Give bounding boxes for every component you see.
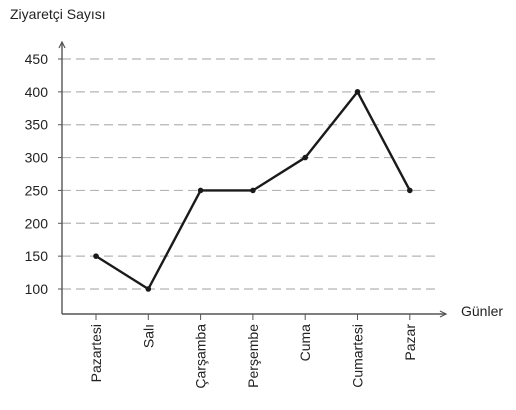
- xtick-label-6: Pazar: [402, 324, 418, 361]
- ytick-label-200: 200: [25, 215, 49, 231]
- data-point-0: [93, 253, 99, 259]
- data-point-5: [354, 89, 361, 95]
- data-point-1: [145, 286, 152, 292]
- xtick-label-4: Cuma: [297, 324, 313, 362]
- data-point-6: [407, 187, 413, 194]
- x-tick-labels: Pazartesi Salı Çarşamba Perşembe Cuma Cumarte…: [88, 314, 418, 389]
- ytick-label-150: 150: [25, 248, 49, 264]
- data-point-3: [250, 187, 256, 194]
- data-point-4: [302, 154, 309, 161]
- ytick-label-450: 450: [25, 51, 49, 67]
- ytick-label-300: 300: [25, 150, 49, 166]
- xtick-label-5: Cumartesi: [350, 324, 366, 388]
- ytick-label-400: 400: [25, 84, 49, 100]
- y-tick-labels: 100 150 200 250 300 350 400 450: [25, 51, 62, 297]
- xtick-label-1: Salı: [140, 324, 156, 348]
- x-axis-arrow: [439, 310, 448, 318]
- axes: [58, 40, 448, 318]
- grid-lines: [62, 58, 440, 290]
- xtick-label-3: Perşembe: [245, 324, 261, 388]
- ytick-label-100: 100: [25, 281, 49, 297]
- xtick-label-0: Pazartesi: [88, 324, 104, 382]
- xtick-label-2: Çarşamba: [193, 324, 209, 389]
- y-axis-arrow: [58, 40, 66, 49]
- y-axis-title: Ziyaretçi Sayısı: [10, 6, 106, 22]
- ytick-label-250: 250: [25, 182, 49, 198]
- ytick-label-350: 350: [25, 117, 49, 133]
- x-axis-title: Günler: [461, 303, 503, 319]
- data-point-2: [197, 187, 204, 194]
- series-ziyaretci: [93, 89, 413, 292]
